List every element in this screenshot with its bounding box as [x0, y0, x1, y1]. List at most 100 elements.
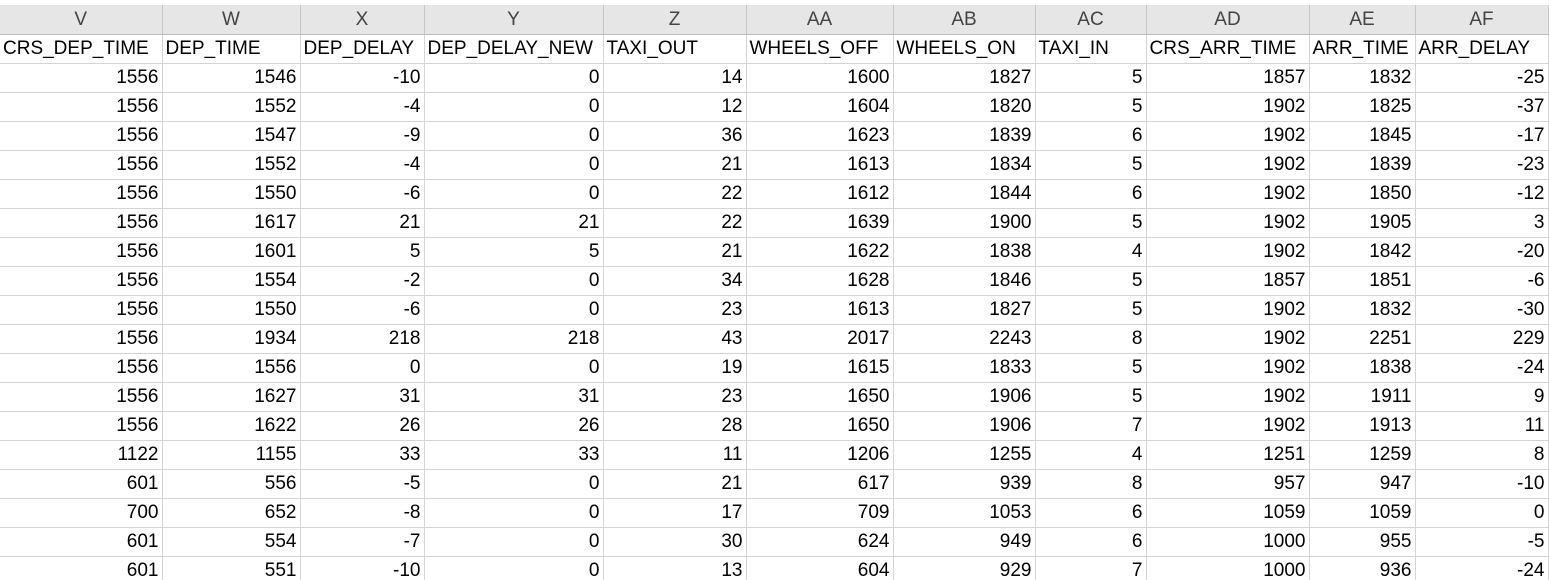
field-name-cell[interactable]: DEP_DELAY	[300, 34, 425, 64]
data-cell[interactable]: 1053	[893, 498, 1036, 528]
data-cell[interactable]: -24	[1415, 556, 1549, 580]
data-cell[interactable]: 1902	[1146, 150, 1310, 180]
data-cell[interactable]: 12	[603, 92, 747, 122]
data-cell[interactable]: 218	[300, 324, 425, 354]
data-cell[interactable]: 21	[424, 208, 604, 238]
data-cell[interactable]: 1000	[1146, 556, 1310, 580]
data-cell[interactable]: 0	[424, 353, 604, 383]
data-cell[interactable]: 4	[1035, 237, 1147, 267]
data-cell[interactable]: 0	[424, 295, 604, 325]
data-cell[interactable]: 957	[1146, 469, 1310, 499]
data-cell[interactable]: 9	[1415, 382, 1549, 412]
data-cell[interactable]: 0	[424, 63, 604, 93]
data-cell[interactable]: 1832	[1309, 295, 1416, 325]
data-cell[interactable]: 1617	[162, 208, 301, 238]
field-name-cell[interactable]: TAXI_IN	[1035, 34, 1147, 64]
data-cell[interactable]: 1623	[746, 121, 894, 151]
data-cell[interactable]: 1556	[0, 63, 163, 93]
data-cell[interactable]: 5	[1035, 382, 1147, 412]
data-cell[interactable]: 5	[1035, 63, 1147, 93]
data-cell[interactable]: 617	[746, 469, 894, 499]
data-cell[interactable]: 652	[162, 498, 301, 528]
data-cell[interactable]: -6	[300, 295, 425, 325]
data-cell[interactable]: 1556	[0, 92, 163, 122]
data-cell[interactable]: 6	[1035, 179, 1147, 209]
data-cell[interactable]: 1902	[1146, 324, 1310, 354]
data-cell[interactable]: 21	[300, 208, 425, 238]
data-cell[interactable]: 1255	[893, 440, 1036, 470]
data-cell[interactable]: 8	[1415, 440, 1549, 470]
data-cell[interactable]: 1833	[893, 353, 1036, 383]
data-cell[interactable]: 601	[0, 469, 163, 499]
data-cell[interactable]: 1906	[893, 411, 1036, 441]
data-cell[interactable]: 1838	[1309, 353, 1416, 383]
data-cell[interactable]: 1820	[893, 92, 1036, 122]
data-cell[interactable]: 28	[603, 411, 747, 441]
data-cell[interactable]: 0	[424, 92, 604, 122]
data-cell[interactable]: 1902	[1146, 179, 1310, 209]
data-cell[interactable]: 1613	[746, 150, 894, 180]
data-cell[interactable]: 5	[1035, 208, 1147, 238]
data-cell[interactable]: 1206	[746, 440, 894, 470]
data-cell[interactable]: 8	[1035, 469, 1147, 499]
data-cell[interactable]: 0	[424, 556, 604, 580]
data-cell[interactable]: 1122	[0, 440, 163, 470]
data-cell[interactable]: 949	[893, 527, 1036, 557]
data-cell[interactable]: 1902	[1146, 92, 1310, 122]
data-cell[interactable]: 1913	[1309, 411, 1416, 441]
data-cell[interactable]: 1556	[0, 353, 163, 383]
data-cell[interactable]: 5	[1035, 295, 1147, 325]
data-cell[interactable]: 624	[746, 527, 894, 557]
data-cell[interactable]: 2251	[1309, 324, 1416, 354]
data-cell[interactable]: 1902	[1146, 295, 1310, 325]
data-cell[interactable]: 1550	[162, 179, 301, 209]
data-cell[interactable]: 43	[603, 324, 747, 354]
data-cell[interactable]: 936	[1309, 556, 1416, 580]
data-cell[interactable]: -9	[300, 121, 425, 151]
data-cell[interactable]: 8	[1035, 324, 1147, 354]
data-cell[interactable]: 1546	[162, 63, 301, 93]
data-cell[interactable]: 1556	[0, 266, 163, 296]
data-cell[interactable]: 1059	[1146, 498, 1310, 528]
column-header-ac[interactable]: AC	[1035, 5, 1147, 35]
column-header-v[interactable]: V	[0, 5, 163, 35]
data-cell[interactable]: 1827	[893, 63, 1036, 93]
data-cell[interactable]: 1613	[746, 295, 894, 325]
data-cell[interactable]: -10	[300, 63, 425, 93]
data-cell[interactable]: 1556	[0, 208, 163, 238]
data-cell[interactable]: -17	[1415, 121, 1549, 151]
data-cell[interactable]: 0	[424, 266, 604, 296]
data-cell[interactable]: 700	[0, 498, 163, 528]
data-cell[interactable]: 5	[424, 237, 604, 267]
data-cell[interactable]: 218	[424, 324, 604, 354]
field-name-cell[interactable]: CRS_DEP_TIME	[0, 34, 163, 64]
data-cell[interactable]: 556	[162, 469, 301, 499]
data-cell[interactable]: 33	[424, 440, 604, 470]
data-cell[interactable]: 4	[1035, 440, 1147, 470]
data-cell[interactable]: 21	[603, 150, 747, 180]
data-cell[interactable]: 1259	[1309, 440, 1416, 470]
data-cell[interactable]: 1902	[1146, 382, 1310, 412]
data-cell[interactable]: 1622	[746, 237, 894, 267]
data-cell[interactable]: 1601	[162, 237, 301, 267]
data-cell[interactable]: 1251	[1146, 440, 1310, 470]
data-cell[interactable]: 1905	[1309, 208, 1416, 238]
data-cell[interactable]: -25	[1415, 63, 1549, 93]
field-name-cell[interactable]: ARR_DELAY	[1415, 34, 1549, 64]
column-header-ae[interactable]: AE	[1309, 5, 1416, 35]
data-cell[interactable]: 17	[603, 498, 747, 528]
data-cell[interactable]: 1556	[0, 324, 163, 354]
data-cell[interactable]: 1934	[162, 324, 301, 354]
field-name-cell[interactable]: TAXI_OUT	[603, 34, 747, 64]
data-cell[interactable]: 3	[1415, 208, 1549, 238]
data-cell[interactable]: 1838	[893, 237, 1036, 267]
data-cell[interactable]: 551	[162, 556, 301, 580]
data-cell[interactable]: 604	[746, 556, 894, 580]
data-cell[interactable]: 14	[603, 63, 747, 93]
data-cell[interactable]: 1155	[162, 440, 301, 470]
data-cell[interactable]: 1556	[0, 179, 163, 209]
data-cell[interactable]: 1857	[1146, 266, 1310, 296]
data-cell[interactable]: 23	[603, 382, 747, 412]
data-cell[interactable]: 1844	[893, 179, 1036, 209]
data-cell[interactable]: 229	[1415, 324, 1549, 354]
